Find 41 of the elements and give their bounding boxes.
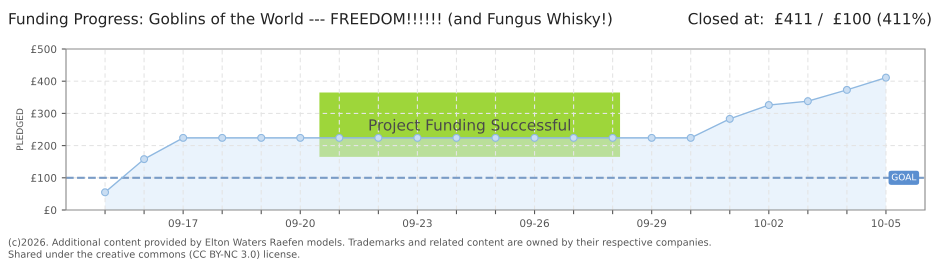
annotation: Project Funding Successful bbox=[370, 118, 570, 134]
text: Shared under the creative commons (CC BY-NC 3.0) license. bbox=[8, 250, 300, 259]
point bbox=[374, 134, 382, 142]
x-tick-label: 09-26 bbox=[520, 219, 550, 228]
point bbox=[570, 134, 578, 142]
y-tick-label: £200 bbox=[31, 142, 56, 150]
point bbox=[842, 86, 851, 94]
point bbox=[804, 97, 812, 106]
point bbox=[726, 114, 734, 123]
y-tick-label: £500 bbox=[31, 45, 56, 54]
point bbox=[101, 188, 110, 196]
y-tick-label: £0 bbox=[44, 206, 56, 214]
point bbox=[530, 134, 539, 142]
point bbox=[218, 134, 226, 142]
point bbox=[608, 134, 617, 142]
x-tick-label: 09-23 bbox=[402, 219, 432, 228]
y-tick-label: £400 bbox=[31, 77, 56, 86]
point bbox=[296, 134, 304, 142]
point bbox=[335, 134, 344, 142]
y-tick-label: £100 bbox=[31, 174, 56, 182]
chart-title: Funding Progress: Goblins of the World --- FREEDOM!!!!!! (and Fungus Whisky!) bbox=[10, 12, 612, 28]
point bbox=[686, 134, 695, 142]
point bbox=[491, 134, 500, 142]
x-tick-label: 10-02 bbox=[754, 219, 783, 228]
point bbox=[179, 134, 188, 142]
point bbox=[413, 134, 422, 142]
point bbox=[764, 101, 773, 110]
y-tick-label: £300 bbox=[31, 110, 56, 118]
point bbox=[648, 134, 656, 142]
text: (c)2026. Additional content provided by Elton Waters Raefen models. Trademarks and related content are owned by their respective companies. bbox=[8, 238, 711, 248]
point bbox=[257, 134, 266, 142]
ref-line-label: GOAL bbox=[892, 174, 916, 180]
x-tick-label: 09-17 bbox=[168, 219, 198, 228]
point bbox=[140, 155, 148, 164]
x-tick-label: 09-20 bbox=[286, 219, 315, 228]
x-tick-label: 10-05 bbox=[872, 219, 900, 228]
chart-subtitle: Closed at: £411 / £100 (411%) bbox=[688, 12, 931, 26]
point bbox=[452, 134, 460, 142]
y-axis-title: PLEDGED bbox=[16, 108, 24, 150]
point bbox=[882, 74, 890, 82]
x-tick-label: 09-29 bbox=[637, 219, 666, 228]
